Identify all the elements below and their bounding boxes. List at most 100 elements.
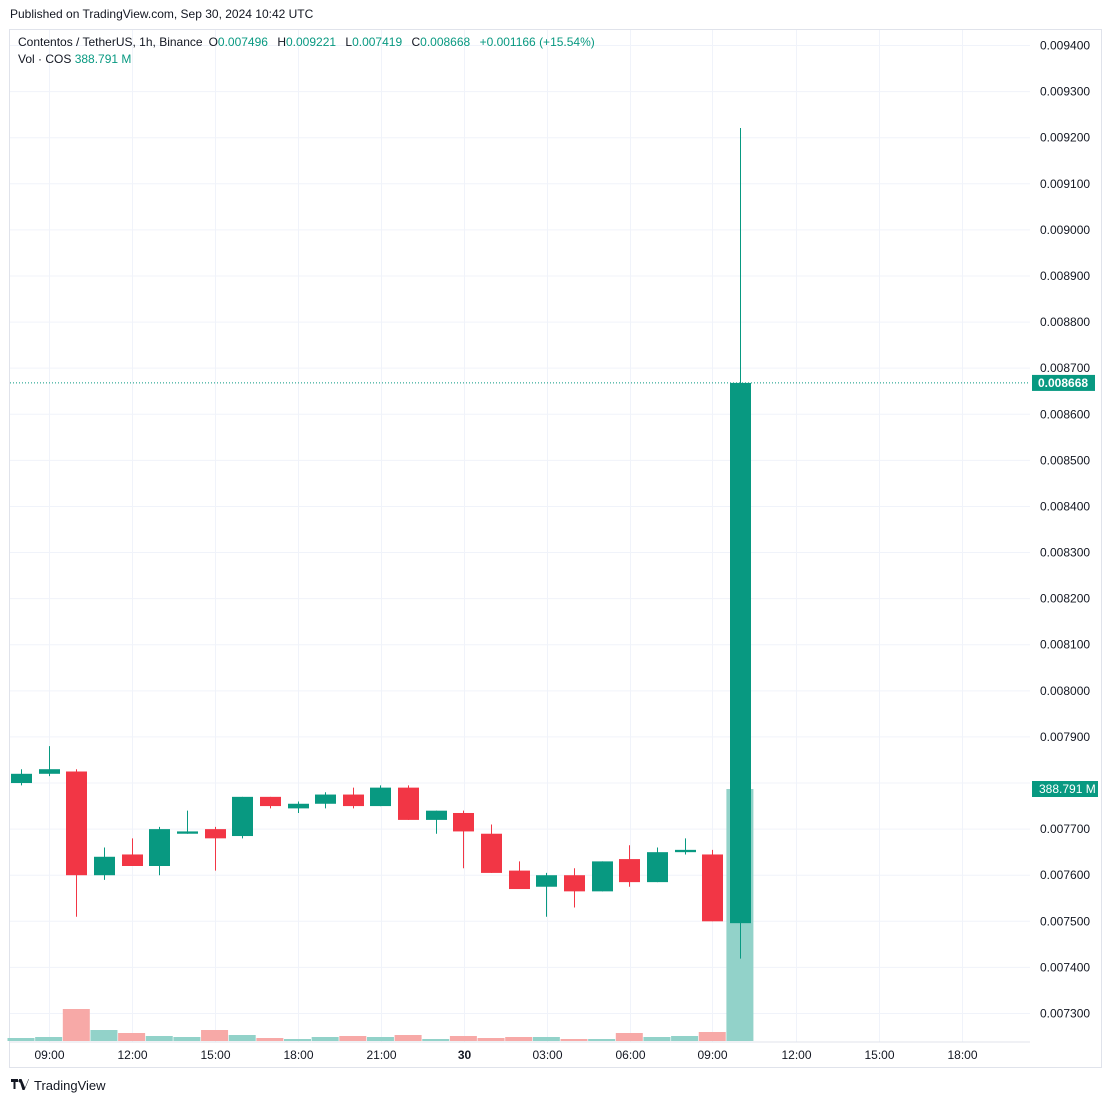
time-tick-label: 30 [458,1048,472,1062]
volume-bar [228,1035,256,1041]
legend-ohlc-row: Contentos / TetherUS, 1h, Binance O0.0074… [18,34,595,51]
candle-body [675,849,696,853]
candle [398,785,419,820]
candle [205,826,226,871]
candle [288,801,309,813]
candle [592,861,613,892]
candle-body [288,803,309,809]
time-tick-label: 09:00 [697,1048,727,1062]
high-label: H [277,35,286,49]
footer-brand[interactable]: TradingView [10,1078,106,1093]
volume-bar [532,1037,560,1041]
time-axis: 09:00 12:00 15:00 18:00 21:00 30 03:00 06:00 09:… [10,1041,1030,1062]
candle-body [481,833,502,873]
candle-body [453,812,474,832]
time-tick-label: 12:00 [117,1048,147,1062]
candle [11,769,32,786]
time-tick-label: 18:00 [947,1048,977,1062]
candle [315,792,336,809]
low-label: L [345,35,353,49]
time-tick-label: 18:00 [283,1048,313,1062]
volume-bar [671,1036,699,1041]
price-tick-label: 0.007300 [1040,1007,1090,1021]
candle-body [94,856,115,876]
price-tick-label: 0.007900 [1040,730,1090,744]
volume-bar [505,1037,533,1041]
high-value: 0.009221 [285,35,337,49]
volume-bar [449,1036,477,1041]
price-tick-label: 0.009200 [1040,131,1090,145]
volume-bar [643,1037,671,1041]
candle-body [426,810,447,820]
price-tick-label: 0.008000 [1040,684,1090,698]
candle-body [149,829,170,866]
candle [66,769,87,917]
volume-bar [90,1030,118,1041]
candle [509,861,530,890]
candle-body [619,859,640,883]
candle [647,847,668,883]
candle [481,824,502,873]
candle-body [730,382,751,924]
candle [426,810,447,834]
candle-body [39,769,60,774]
price-tick-label: 0.008500 [1040,453,1090,467]
price-tick-label: 0.008900 [1040,269,1090,283]
price-markers: 0.008668 388.791 M [10,374,1098,797]
volume-bar [201,1030,229,1041]
grid-lines [10,30,1030,1042]
time-tick-label: 15:00 [864,1048,894,1062]
time-tick-label: 09:00 [34,1048,64,1062]
volume-bar [145,1036,173,1041]
volume-bar [35,1037,63,1041]
volume-bars [7,789,754,1041]
chart-frame[interactable] [9,29,1102,1068]
candle-body [702,854,723,922]
candle [149,826,170,876]
volume-bar [256,1038,284,1041]
volume-bar [615,1033,643,1041]
tradingview-logo-icon [11,1078,29,1090]
candle-body [205,829,226,839]
candle-body [343,794,364,807]
last-price-label: 0.008668 [1038,376,1088,390]
candle-body [11,773,32,784]
candle [702,849,723,922]
volume-bar [173,1037,201,1041]
volume-bar [588,1039,616,1041]
candles [11,128,751,959]
legend-volume-row: Vol · COS 388.791 M [18,51,595,68]
time-tick-label: 21:00 [366,1048,396,1062]
candle-body [536,875,557,887]
candle-body [647,852,668,883]
candle [453,810,474,869]
candle-body [122,854,143,866]
candle [122,838,143,866]
candle [260,796,281,809]
price-tick-label: 0.008700 [1040,361,1090,375]
close-label: C [411,35,421,49]
volume-label[interactable]: Vol · COS [18,52,72,66]
candle [39,746,60,777]
candle-body [509,870,530,890]
symbol-title[interactable]: Contentos / TetherUS, 1h, Binance [18,35,203,49]
candle-body [592,861,613,892]
candle-body [398,787,419,820]
price-tick-label: 0.009100 [1040,177,1090,191]
price-tick-label: 0.007500 [1040,914,1090,928]
volume-bar [394,1035,422,1041]
low-value: 0.007419 [352,35,403,49]
last-volume-label: 388.791 M [1039,782,1096,796]
volume-bar [339,1036,367,1041]
last-price-badge [1032,374,1095,391]
candle-body [260,796,281,807]
price-tick-label: 0.008100 [1040,638,1090,652]
price-axis: 0.009400 0.009300 0.009200 0.009100 0.009000… [1040,39,1090,1021]
volume-bar [7,1038,35,1041]
time-tick-label: 15:00 [200,1048,230,1062]
candle-body [66,771,87,876]
price-tick-label: 0.009400 [1040,39,1090,53]
last-volume-badge [1032,781,1098,797]
candle [675,838,696,855]
